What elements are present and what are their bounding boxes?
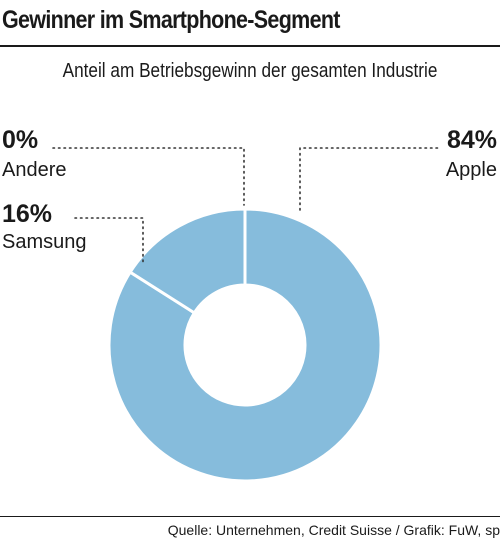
slice-value-apple: 84% <box>447 126 497 154</box>
leader-line-apple <box>299 147 441 211</box>
slice-name-samsung: Samsung <box>2 231 87 253</box>
leader-lines <box>52 147 441 263</box>
source-note: Quelle: Unternehmen, Credit Suisse / Gra… <box>167 522 500 538</box>
slice-apple <box>107 207 383 483</box>
slice-value-samsung: 16% <box>2 200 52 228</box>
title-rule <box>0 45 500 47</box>
source-rule <box>0 516 500 517</box>
chart-subtitle: Anteil am Betriebsgewinn der gesamten In… <box>62 60 438 82</box>
slice-labels: 84% Apple 16% Samsung 0% Andere <box>2 126 497 253</box>
donut-slices <box>107 207 383 483</box>
leader-line-samsung <box>74 217 144 263</box>
slice-value-andere: 0% <box>2 126 38 154</box>
chart-title: Gewinner im Smartphone-Segment <box>2 6 340 34</box>
slice-name-apple: Apple <box>446 159 497 181</box>
leader-line-andere <box>52 147 245 206</box>
slice-name-andere: Andere <box>2 159 67 181</box>
slice-samsung <box>128 207 247 315</box>
